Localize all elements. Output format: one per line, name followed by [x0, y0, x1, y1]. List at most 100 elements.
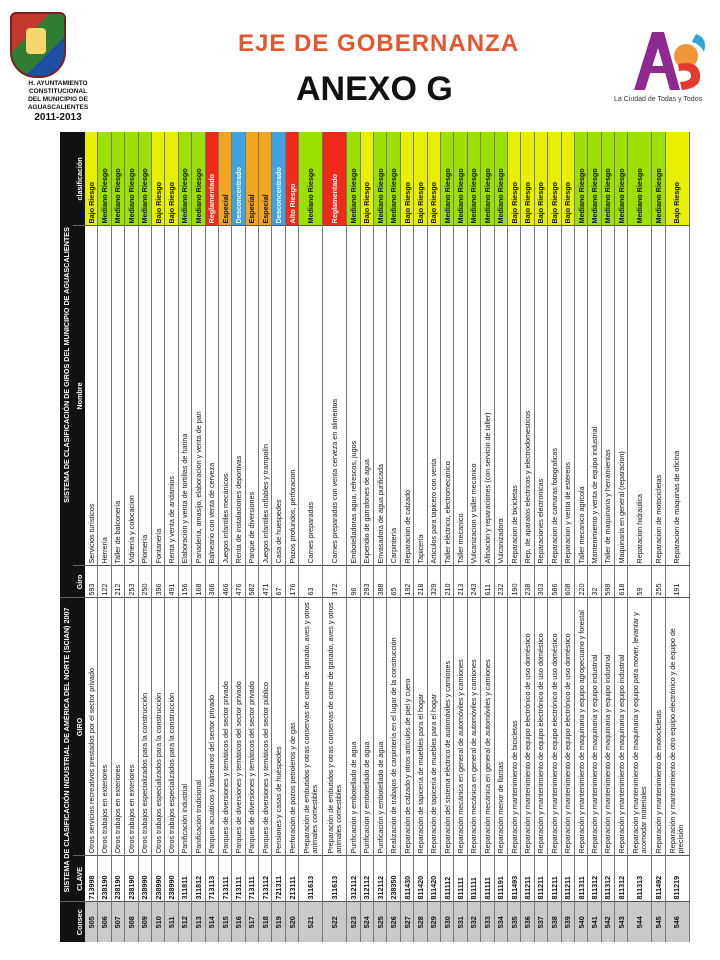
giro-cell: Reparación y mantenimiento de motociclet…	[651, 597, 666, 856]
consec-cell: 546	[665, 902, 690, 942]
nombre-cell: Reparacion de motocicletas	[651, 225, 666, 566]
giro-cell: Purificación y embotellado de agua	[373, 597, 387, 856]
giro-number-cell: 218	[413, 565, 428, 598]
nombre-cell: Juegos infantiles inflables y trampolín	[258, 225, 272, 566]
giro-number-cell: 210	[440, 565, 454, 598]
giro-cell: Perforación de pozos petroleros y de gas	[285, 597, 299, 856]
clave-cell: 811420	[427, 856, 441, 902]
giro-cell: Otros trabajos en exteriores	[97, 597, 112, 856]
giro-number-cell: 190	[507, 565, 521, 598]
nombre-cell: Carpintería	[386, 225, 401, 566]
page-title: ANEXO G	[296, 70, 453, 108]
giro-cell: Reparación mecánica en general de automó…	[467, 597, 481, 856]
classification-cell: Mediano Riesgo	[111, 132, 125, 226]
table-body: 505 713998 Otros servicios recreativos pre…	[85, 132, 690, 942]
table-row: 530 811112 Reparación del sistema eléctric…	[440, 132, 454, 942]
giro-cell: Panificación tradicional	[191, 597, 206, 856]
clave-cell: 238350	[386, 856, 401, 902]
clave-cell: 811312	[614, 856, 628, 902]
giro-cell: Reparación de tapicería de muebles para …	[413, 597, 428, 856]
classification-cell: Mediano Riesgo	[138, 132, 152, 226]
giro-number-cell: 593	[85, 565, 98, 598]
consec-cell: 512	[178, 902, 192, 942]
consec-cell: 515	[218, 902, 232, 942]
classification-cell: Mediano Riesgo	[494, 132, 508, 226]
giro-number-cell: 611	[480, 565, 495, 598]
clave-cell: 238190	[97, 856, 112, 902]
giro-number-cell: 220	[574, 565, 588, 598]
giro-cell: Purificación y embotellado de agua	[360, 597, 374, 856]
classification-cell: Mediano Riesgo	[627, 132, 652, 226]
clave-cell: 811211	[520, 856, 535, 902]
table-row: 544 811313 Reparación y mantenimiento de m…	[627, 132, 652, 942]
table-row: 521 311613 Preparación de embutidos y otra…	[298, 132, 323, 942]
table-row: 536 811211 Reparación y mantenimiento de e…	[520, 132, 535, 942]
classification-cell: Bajo Riesgo	[665, 132, 690, 226]
column-header-row: Consec CLAVE GIRO Giro Nombre clasificac…	[73, 132, 85, 942]
table-row: 518 713112 Parques de diversiones y temáti…	[258, 132, 272, 942]
consec-cell: 524	[360, 902, 374, 942]
classification-cell: Bajo Riesgo	[561, 132, 575, 226]
giro-cell: Parques de diversiones y temáticos del s…	[218, 597, 232, 856]
consec-cell: 535	[507, 902, 521, 942]
municipal-seal	[10, 12, 66, 78]
giro-number-cell: 65	[386, 565, 401, 598]
giro-cell: Parques de diversiones y temáticos del s…	[245, 597, 259, 856]
nombre-cell: Envasadora de agua purificada	[373, 225, 387, 566]
giro-number-cell: 243	[467, 565, 481, 598]
nombre-cell: Elaboracion y venta de tortillas de hari…	[178, 225, 192, 566]
consec-cell: 508	[124, 902, 139, 942]
clave-cell: 311613	[298, 856, 323, 902]
nombre-cell: Carnes preparadas	[298, 225, 323, 566]
nombre-cell: Carnes preparadas con venta cerveza en a…	[322, 225, 347, 566]
classification-cell: Mediano Riesgo	[480, 132, 495, 226]
giro-number-cell: 63	[298, 565, 323, 598]
giro-number-cell: 608	[561, 565, 575, 598]
table-row: 512 311811 Panificación industrial 156 Elabo…	[178, 132, 192, 942]
nombre-cell: Rep. de aparatos electricos y electrodom…	[520, 225, 535, 566]
consec-cell: 534	[494, 902, 508, 942]
table-row: 514 713113 Parques acuáticos y balnearios …	[205, 132, 219, 942]
table-row: 535 811493 Reparación y mantenimiento de b…	[507, 132, 521, 942]
table-row: 520 213111 Perforación de pozos petroleros…	[285, 132, 299, 942]
giro-number-cell: 255	[651, 565, 666, 598]
nombre-cell: Parque de diversiones	[245, 225, 259, 566]
org-line: AGUASCALIENTES	[27, 104, 89, 111]
giro-number-cell: 192	[400, 565, 414, 598]
classification-cell: Mediano Riesgo	[191, 132, 206, 226]
table-row: 524 312112 Purificación y embotellado de a…	[360, 132, 374, 942]
clave-cell: 311812	[191, 856, 206, 902]
table-row: 526 238350 Realización de trabajos de carp…	[386, 132, 401, 942]
table-row: 508 238190 Otros trabajos en exteriores 253…	[124, 132, 139, 942]
clave-cell: 811493	[507, 856, 521, 902]
giro-number-cell: 293	[360, 565, 374, 598]
clave-cell: 713111	[245, 856, 259, 902]
clave-cell: 311811	[178, 856, 192, 902]
clave-cell: 811191	[494, 856, 508, 902]
table-row: 531 811111 Reparación mecánica en general …	[453, 132, 468, 942]
table-row: 511 238990 Otros trabajos especializados p…	[164, 132, 179, 942]
giro-cell: Parques de diversiones y temáticos del s…	[231, 597, 246, 856]
ags-logo	[634, 32, 705, 90]
classification-cell: Mediano Riesgo	[373, 132, 387, 226]
table-row: 540 811311 Reparación y mantenimiento de m…	[574, 132, 588, 942]
org-line: H. AYUNTAMIENTO	[28, 80, 88, 87]
giro-number-cell: 96	[346, 565, 361, 598]
consec-cell: 525	[373, 902, 387, 942]
clave-cell: 312112	[373, 856, 387, 902]
giro-number-cell: 466	[218, 565, 232, 598]
consec-cell: 505	[85, 902, 98, 942]
giro-number-cell: 396	[151, 565, 165, 598]
clave-cell: 713998	[85, 856, 98, 902]
clave-cell: 811111	[467, 856, 481, 902]
consec-cell: 537	[534, 902, 548, 942]
giro-cell: Otros trabajos especializados para la co…	[151, 597, 165, 856]
table-row: 527 811430 Reparación de calzado y otros a…	[400, 132, 414, 942]
nombre-cell: Renta de instalaciones deportivas	[231, 225, 246, 566]
corner-cell	[60, 902, 73, 942]
giro-cell: Reparación menor de llantas	[494, 597, 508, 856]
col-clasificacion: clasificación	[73, 132, 85, 226]
giro-cell: Otros trabajos en exteriores	[124, 597, 139, 856]
classification-cell: Especial	[245, 132, 259, 226]
municipality-name: H. AYUNTAMIENTO CONSTITUCIONAL DEL MUNIC…	[8, 80, 108, 124]
